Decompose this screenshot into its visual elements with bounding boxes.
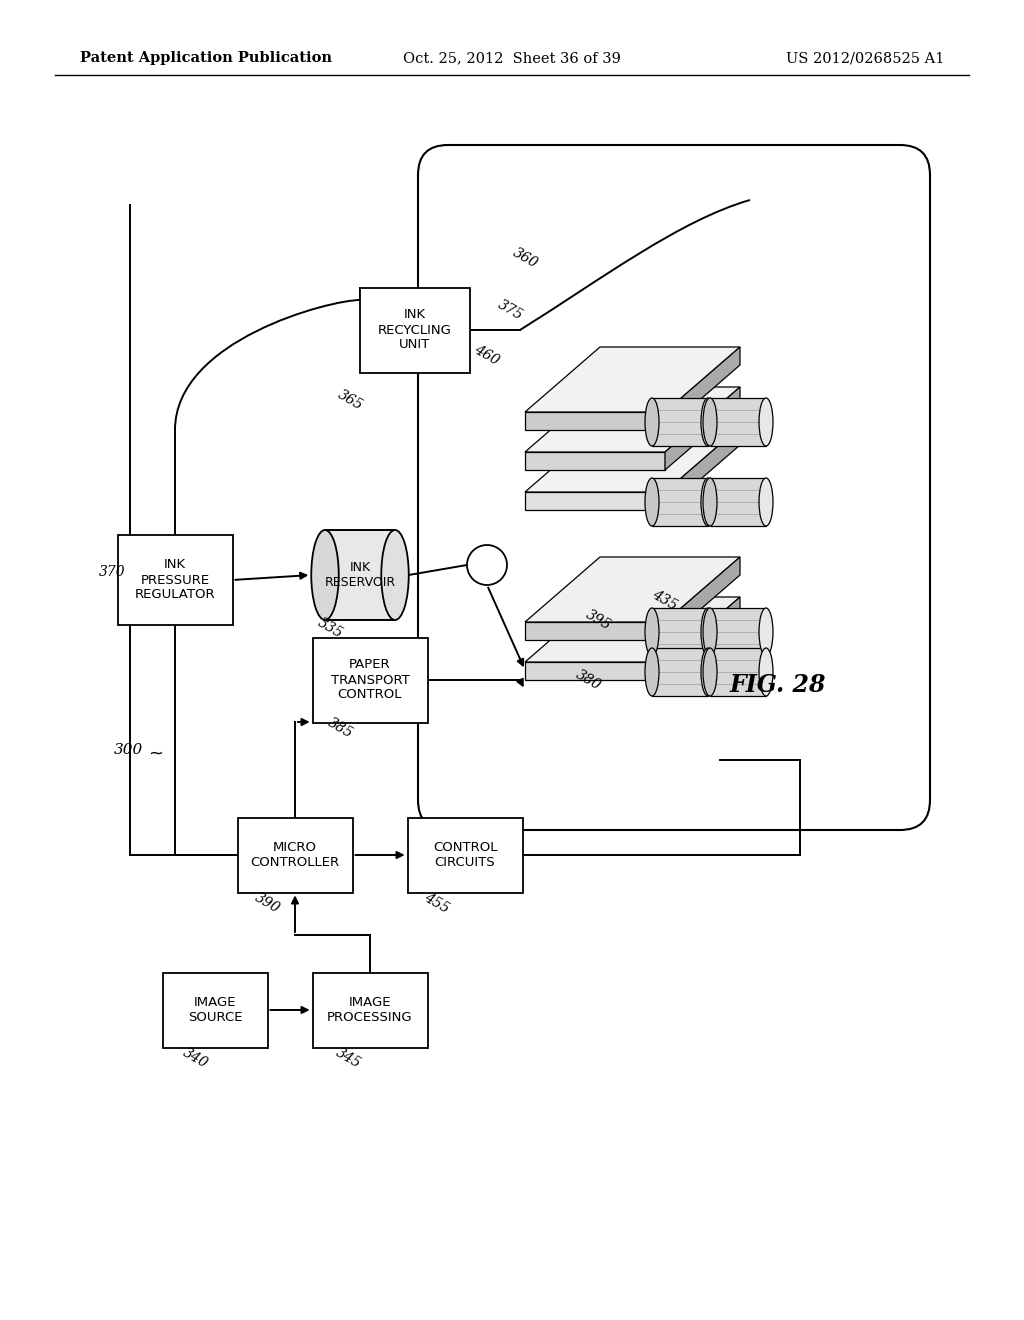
Ellipse shape: [645, 478, 659, 525]
Polygon shape: [525, 557, 740, 622]
Ellipse shape: [701, 609, 715, 656]
Polygon shape: [525, 451, 665, 470]
Polygon shape: [652, 478, 708, 525]
Polygon shape: [665, 347, 740, 430]
Text: 455: 455: [422, 890, 452, 916]
Ellipse shape: [645, 648, 659, 696]
Bar: [312, 638, 427, 722]
Polygon shape: [710, 399, 766, 446]
Polygon shape: [710, 648, 766, 696]
Ellipse shape: [701, 478, 715, 525]
Ellipse shape: [311, 531, 339, 620]
Bar: [312, 973, 427, 1048]
Text: 435: 435: [650, 587, 680, 612]
Text: PAPER
TRANSPORT
CONTROL: PAPER TRANSPORT CONTROL: [331, 659, 410, 701]
Circle shape: [467, 545, 507, 585]
Text: 380: 380: [573, 668, 603, 693]
Bar: [408, 817, 522, 892]
Polygon shape: [525, 387, 740, 451]
Polygon shape: [665, 557, 740, 640]
Bar: [325, 531, 395, 620]
Bar: [360, 288, 470, 372]
Polygon shape: [525, 597, 740, 663]
Ellipse shape: [759, 478, 773, 525]
Polygon shape: [525, 412, 665, 430]
Text: 335: 335: [315, 615, 345, 640]
Ellipse shape: [645, 399, 659, 446]
Polygon shape: [525, 347, 740, 412]
Text: Oct. 25, 2012  Sheet 36 of 39: Oct. 25, 2012 Sheet 36 of 39: [403, 51, 621, 65]
Text: US 2012/0268525 A1: US 2012/0268525 A1: [785, 51, 944, 65]
Polygon shape: [525, 663, 665, 680]
Ellipse shape: [703, 399, 717, 446]
Polygon shape: [652, 399, 708, 446]
Text: IMAGE
PROCESSING: IMAGE PROCESSING: [328, 997, 413, 1024]
Bar: [163, 973, 267, 1048]
Ellipse shape: [703, 609, 717, 656]
Ellipse shape: [381, 531, 409, 620]
Text: 390: 390: [252, 890, 282, 916]
Polygon shape: [665, 387, 740, 470]
Text: MICRO
CONTROLLER: MICRO CONTROLLER: [251, 841, 340, 869]
Polygon shape: [665, 597, 740, 680]
Ellipse shape: [703, 478, 717, 525]
Text: 370: 370: [98, 565, 125, 579]
Text: INK
PRESSURE
REGULATOR: INK PRESSURE REGULATOR: [135, 558, 215, 602]
Text: CONTROL
CIRCUITS: CONTROL CIRCUITS: [433, 841, 498, 869]
Ellipse shape: [701, 399, 715, 446]
Text: 300: 300: [114, 743, 143, 756]
Ellipse shape: [759, 648, 773, 696]
Polygon shape: [710, 609, 766, 656]
Text: 340: 340: [180, 1045, 210, 1071]
Text: FIG. 28: FIG. 28: [730, 673, 826, 697]
Ellipse shape: [759, 399, 773, 446]
Text: INK
RESERVOIR: INK RESERVOIR: [325, 561, 395, 589]
Polygon shape: [652, 648, 708, 696]
Ellipse shape: [703, 648, 717, 696]
Text: Patent Application Publication: Patent Application Publication: [80, 51, 332, 65]
Polygon shape: [710, 478, 766, 525]
Polygon shape: [525, 492, 665, 510]
Polygon shape: [525, 622, 665, 640]
Text: ~: ~: [148, 744, 163, 763]
Text: 360: 360: [510, 246, 540, 271]
Polygon shape: [525, 426, 740, 492]
Ellipse shape: [759, 609, 773, 656]
Text: 395: 395: [583, 607, 613, 632]
Ellipse shape: [645, 609, 659, 656]
Text: 365: 365: [335, 387, 365, 413]
Polygon shape: [652, 609, 708, 656]
Bar: [118, 535, 232, 624]
Text: INK
RECYCLING
UNIT: INK RECYCLING UNIT: [378, 309, 452, 351]
Bar: [238, 817, 352, 892]
Text: 460: 460: [472, 342, 502, 368]
Text: 385: 385: [325, 715, 355, 741]
Polygon shape: [665, 426, 740, 510]
Text: 375: 375: [495, 297, 525, 322]
Ellipse shape: [701, 648, 715, 696]
Text: 345: 345: [333, 1045, 364, 1071]
Text: IMAGE
SOURCE: IMAGE SOURCE: [187, 997, 243, 1024]
